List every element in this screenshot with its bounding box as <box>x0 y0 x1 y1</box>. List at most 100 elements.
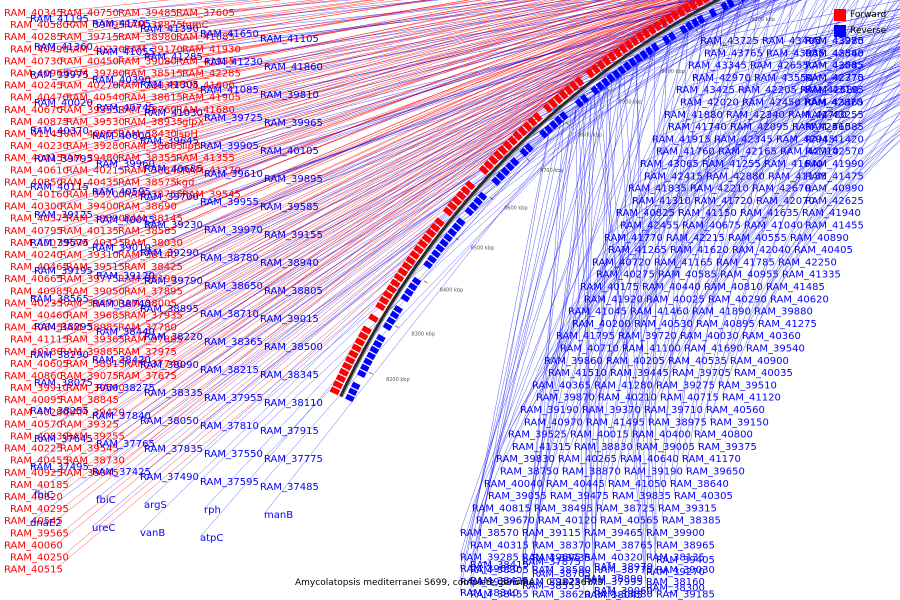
reverse-gene-label: RAM_41690 <box>684 344 743 355</box>
forward-gene-connector <box>118 0 433 49</box>
reverse-gene-connector <box>95 0 741 220</box>
reverse-gene-label: dnaE2 <box>30 518 62 529</box>
forward-gene-connector <box>176 0 371 25</box>
forward-gene-label: RAM_38430 <box>118 129 177 140</box>
reverse-gene-label: RAM_38075 <box>34 378 93 389</box>
reverse-gene-label: RAM_38890 <box>584 574 643 585</box>
reverse-gene-label: RAM_43345 <box>688 61 747 72</box>
forward-gene-label: RAM_38355 <box>118 153 177 164</box>
reverse-gene-label: RAM_39795 <box>34 154 93 165</box>
forward-gene-connector <box>234 0 648 97</box>
reverse-gene-arrow <box>628 57 638 68</box>
forward-gene-connector <box>170 0 579 85</box>
reverse-gene-label: RAM_42865 <box>805 48 864 59</box>
reverse-gene-connector <box>139 0 760 253</box>
reverse-gene-connector <box>765 18 900 53</box>
reverse-gene-arrow <box>347 387 358 396</box>
forward-gene-arrow <box>421 233 433 244</box>
reverse-gene-label: RAM_41195 <box>30 14 89 25</box>
reverse-gene-connector <box>804 111 900 164</box>
reverse-gene-connector <box>743 101 900 225</box>
reverse-gene-label: RAM_41165 <box>654 257 713 268</box>
reverse-gene-arrow <box>473 196 483 206</box>
forward-gene-connector <box>205 0 404 25</box>
reverse-gene-connector <box>633 0 899 324</box>
forward-gene-connector <box>112 116 535 448</box>
reverse-gene-arrow <box>427 254 437 264</box>
reverse-gene-label: RAM_40120 <box>538 516 597 527</box>
reverse-gene-label: RAM_39905 <box>200 141 259 152</box>
forward-gene-label: RAM_38140 <box>118 250 177 261</box>
reverse-gene-connector <box>725 53 900 115</box>
reverse-gene-label: RAM_40445 <box>546 479 605 490</box>
reverse-gene-label: RAM_37595 <box>200 477 259 488</box>
forward-gene-arrow <box>488 154 499 166</box>
forward-gene-arrow <box>532 111 543 123</box>
reverse-gene-arrow <box>741 0 747 2</box>
reverse-gene-connector <box>763 93 900 164</box>
forward-gene-label: RAM_40465 <box>10 262 69 273</box>
reverse-gene-connector <box>631 0 789 434</box>
reverse-gene-label: RAM_38455 <box>470 590 529 600</box>
reverse-gene-label: RAM_38335 <box>144 388 203 399</box>
reverse-gene-label: RAM_39185 <box>656 590 715 600</box>
forward-gene-connector <box>228 0 568 61</box>
reverse-gene-arrow <box>443 233 453 243</box>
reverse-gene-arrow <box>590 85 600 96</box>
reverse-gene-connector <box>721 0 859 397</box>
reverse-gene-arrow <box>633 53 643 64</box>
reverse-gene-connector <box>483 30 688 483</box>
reverse-gene-connector <box>521 64 636 533</box>
reverse-gene-connector <box>791 81 900 127</box>
reverse-gene-connector <box>91 90 601 472</box>
reverse-gene-label: RAM_39290 <box>140 248 199 259</box>
forward-gene-label: RAM_40280 <box>10 407 69 418</box>
reverse-gene-label: RAM_39630 <box>460 564 519 575</box>
reverse-gene-connector <box>91 0 353 24</box>
reverse-gene-label: RAM_38965 <box>656 540 715 551</box>
reverse-gene-label: RAM_42870 <box>804 98 863 109</box>
reverse-gene-label: RAM_41835 <box>628 184 687 195</box>
reverse-gene-label: RAM_38500 <box>264 342 323 353</box>
forward-gene-label: RAM_39255 <box>66 432 125 443</box>
reverse-gene-label: RAM_40040 <box>484 479 543 490</box>
reverse-gene-label: RAM_39835 <box>612 491 671 502</box>
forward-gene-label: RAM_40250 <box>10 553 69 564</box>
reverse-gene-label: RAM_38580 <box>532 565 591 576</box>
forward-gene-connector <box>176 0 682 170</box>
forward-gene-label: RAM_40545 <box>4 516 63 527</box>
reverse-gene-label: RAM_40600 <box>92 131 151 142</box>
reverse-gene-connector <box>547 0 825 373</box>
forward-gene-arrow <box>574 76 585 87</box>
reverse-gene-connector <box>95 0 716 164</box>
forward-gene-arrow <box>455 190 467 201</box>
reverse-gene-label: RAM_40035 <box>734 368 793 379</box>
forward-gene-arrow <box>629 35 640 47</box>
reverse-gene-connector <box>578 107 595 594</box>
reverse-gene-connector <box>663 40 900 115</box>
reverse-gene-connector <box>91 0 690 136</box>
forward-gene-arrow <box>329 386 341 396</box>
forward-gene-label: RAM_38190 <box>118 274 177 285</box>
reverse-gene-label: RAM_41105 <box>260 34 319 45</box>
reverse-gene-connector <box>143 0 753 337</box>
forward-gene-label: RAM_39715 <box>60 32 119 43</box>
reverse-gene-label: RAM_37915 <box>260 426 319 437</box>
reverse-gene-connector <box>804 140 900 225</box>
map-caption: Amycolatopsis mediterranei S699, complet… <box>295 578 604 588</box>
reverse-gene-label: RAM_40320 <box>584 553 643 564</box>
reverse-gene-label: RAM_40315 <box>470 540 529 551</box>
reverse-gene-label: RAM_41720 <box>694 196 753 207</box>
forward-gene-label: RAM_40875 <box>10 117 69 128</box>
reverse-gene-label: RAM_40825 <box>616 208 675 219</box>
reverse-gene-label: RAM_40390 <box>92 75 151 86</box>
reverse-gene-label: RAM_38830 <box>574 442 633 453</box>
reverse-gene-connector <box>263 4 735 403</box>
kbp-tick-label: 8700 kbp <box>540 168 564 174</box>
reverse-gene-label: RAM_40900 <box>730 356 789 367</box>
reverse-gene-label: RAM_39875 <box>522 577 581 588</box>
reverse-gene-label: RAM_39900 <box>646 528 705 539</box>
reverse-gene-label: RAM_40620 <box>770 294 829 305</box>
kbp-tick-label: 9200 kbp <box>751 17 775 23</box>
reverse-gene-arrow <box>386 316 396 326</box>
